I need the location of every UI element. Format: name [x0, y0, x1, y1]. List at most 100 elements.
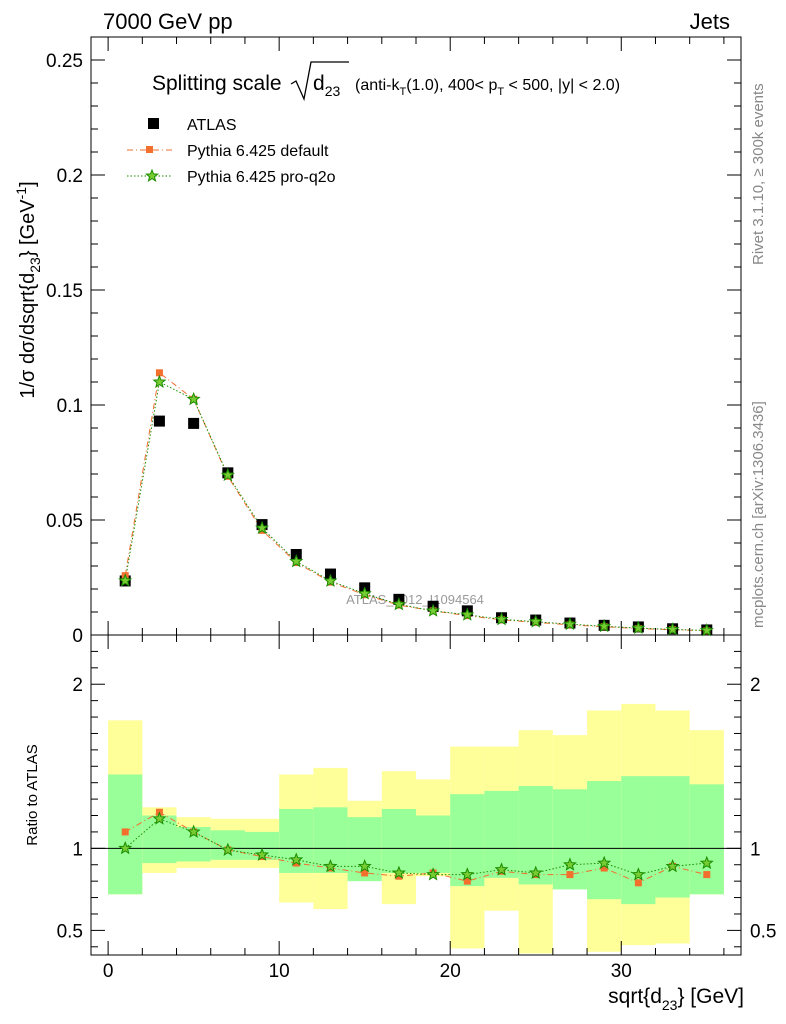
x-tick-label: 10	[269, 961, 290, 982]
main-y-tick-label: 0.25	[46, 51, 83, 72]
main-point-proq2o	[357, 586, 372, 600]
ratio-point-proq2o	[357, 859, 372, 873]
main-point-proq2o	[460, 607, 475, 621]
main-line-proq2o	[124, 381, 707, 631]
ratio-point-default	[292, 859, 300, 867]
main-y-tick-label: 0	[72, 626, 83, 647]
ratio-y-tick-label-left: 0.5	[57, 921, 83, 942]
rivet-label: Rivet 3.1.10, ≥ 300k events	[750, 83, 767, 265]
main-point-proq2o	[152, 374, 167, 388]
ratio-point-default	[566, 871, 574, 879]
mcplots-label: mcplots.cern.ch [arXiv:1306.3436]	[750, 401, 767, 628]
xlabel-sub: 23	[662, 997, 678, 1013]
ratio-point-proq2o	[562, 857, 577, 871]
ratio-point-default	[600, 864, 608, 872]
ratio-point-default	[463, 877, 471, 885]
ratio-plot-layer	[91, 703, 741, 954]
ratio-point-default	[121, 828, 129, 836]
xlabel-unit: } [GeV]	[677, 985, 744, 1008]
main-point-proq2o	[391, 597, 406, 611]
ratio-point-proq2o	[152, 811, 167, 825]
main-point-proq2o	[494, 611, 509, 626]
main-line-default	[124, 371, 707, 632]
ratio-point-proq2o	[118, 840, 133, 855]
main-point-atlas	[153, 415, 165, 427]
main-y-axis-label: 1/σ dσ/dsqrt{d23} [GeV-1]	[13, 181, 43, 398]
ylabel-sub: 23	[27, 257, 43, 273]
main-point-proq2o	[289, 554, 304, 568]
main-point-proq2o	[562, 616, 577, 631]
ratio-point-proq2o	[186, 824, 201, 838]
main-point-proq2o	[631, 620, 646, 635]
ratio-point-proq2o	[220, 842, 235, 856]
title-cut-1: (anti-k	[355, 77, 400, 94]
title-cuts: (anti-kT(1.0), 400< pT < 500, |y| < 2.0)	[355, 77, 620, 98]
ratio-band-inner-bin	[381, 808, 416, 873]
legend-entry-proq2o: Pythia 6.425 pro-q2o	[127, 168, 336, 186]
legend-marker-default	[146, 146, 153, 153]
x-tick-label: 0	[103, 961, 114, 982]
title-cut-2-sub: T	[497, 86, 504, 98]
ratio-band-inner-bin	[655, 776, 690, 898]
legend-marker-proq2o	[144, 168, 160, 182]
ratio-y-tick-label-right: 1	[750, 839, 761, 860]
header-left-label: 7000 GeV pp	[103, 9, 233, 34]
main-point-proq2o	[699, 623, 714, 637]
ratio-point-proq2o	[494, 862, 509, 876]
ratio-point-proq2o	[255, 847, 270, 861]
ratio-point-proq2o	[289, 852, 304, 866]
main-y-tick-label: 0.1	[57, 396, 83, 417]
xlabel-text: sqrt{d	[608, 985, 662, 1008]
main-point-default	[155, 369, 163, 377]
title-cut-3: < 500, |y| < 2.0)	[504, 77, 620, 94]
title-d23: d23	[313, 72, 340, 99]
ratio-point-proq2o	[597, 855, 612, 870]
ratio-band-inner-bin	[587, 781, 622, 900]
ratio-point-default	[703, 871, 711, 879]
main-point-proq2o	[186, 391, 201, 406]
ylabel-sup: -1	[13, 187, 29, 200]
title-cut-2: (1.0), 400< p	[406, 77, 497, 94]
header-right-label: Jets	[690, 9, 730, 34]
ratio-y-tick-label-left: 2	[72, 675, 83, 696]
ratio-y-tick-label-left: 1	[72, 839, 83, 860]
ratio-point-proq2o	[665, 859, 680, 873]
ylabel-end: ]	[17, 181, 39, 187]
ratio-point-proq2o	[323, 859, 338, 873]
sqrt-symbol	[290, 61, 349, 102]
main-point-proq2o	[528, 614, 543, 628]
legend-entry-default: Pythia 6.425 default	[127, 143, 329, 160]
ratio-point-default	[634, 879, 642, 887]
ratio-y-tick-label-right: 0.5	[750, 921, 776, 942]
ratio-band-inner-bin	[142, 815, 177, 864]
main-plot-layer	[118, 369, 714, 637]
main-point-proq2o	[426, 603, 441, 617]
legend-label-atlas: ATLAS	[187, 117, 237, 134]
main-y-tick-label: 0.05	[46, 511, 83, 532]
ratio-band-inner-bin	[416, 815, 451, 873]
ratio-point-default	[361, 869, 369, 877]
axes-layer: 0 10 20 30 0 0.05 0.1 0.15 0.2 0.25 0.5 0.5 1 1 2 2	[46, 36, 776, 982]
legend-entry-atlas: ATLAS	[148, 117, 237, 134]
main-point-proq2o	[220, 467, 235, 482]
ylabel-main-text: 1/σ dσ/dsqrt{d	[17, 273, 39, 399]
x-axis-label: sqrt{d23} [GeV]	[608, 985, 744, 1013]
ratio-point-default	[395, 872, 403, 880]
ratio-point-proq2o	[460, 867, 475, 881]
x-tick-label: 30	[611, 961, 632, 982]
title-symbol-sub: 23	[325, 83, 341, 99]
ratio-point-proq2o	[391, 865, 406, 879]
analysis-watermark: ATLAS_2012_I1094564	[346, 592, 484, 607]
ratio-point-proq2o	[699, 855, 714, 870]
main-point-proq2o	[323, 573, 338, 587]
main-point-proq2o	[118, 573, 133, 587]
main-y-tick-label: 0.2	[57, 166, 83, 187]
legend-star-shape	[144, 168, 160, 182]
ratio-y-tick-label-right: 2	[750, 675, 761, 696]
legend-label-proq2o: Pythia 6.425 pro-q2o	[187, 169, 336, 186]
main-point-proq2o	[255, 520, 270, 535]
legend-marker-atlas	[148, 118, 159, 129]
ylabel-unit: } [GeV	[17, 199, 39, 257]
title-symbol: d	[313, 72, 325, 95]
